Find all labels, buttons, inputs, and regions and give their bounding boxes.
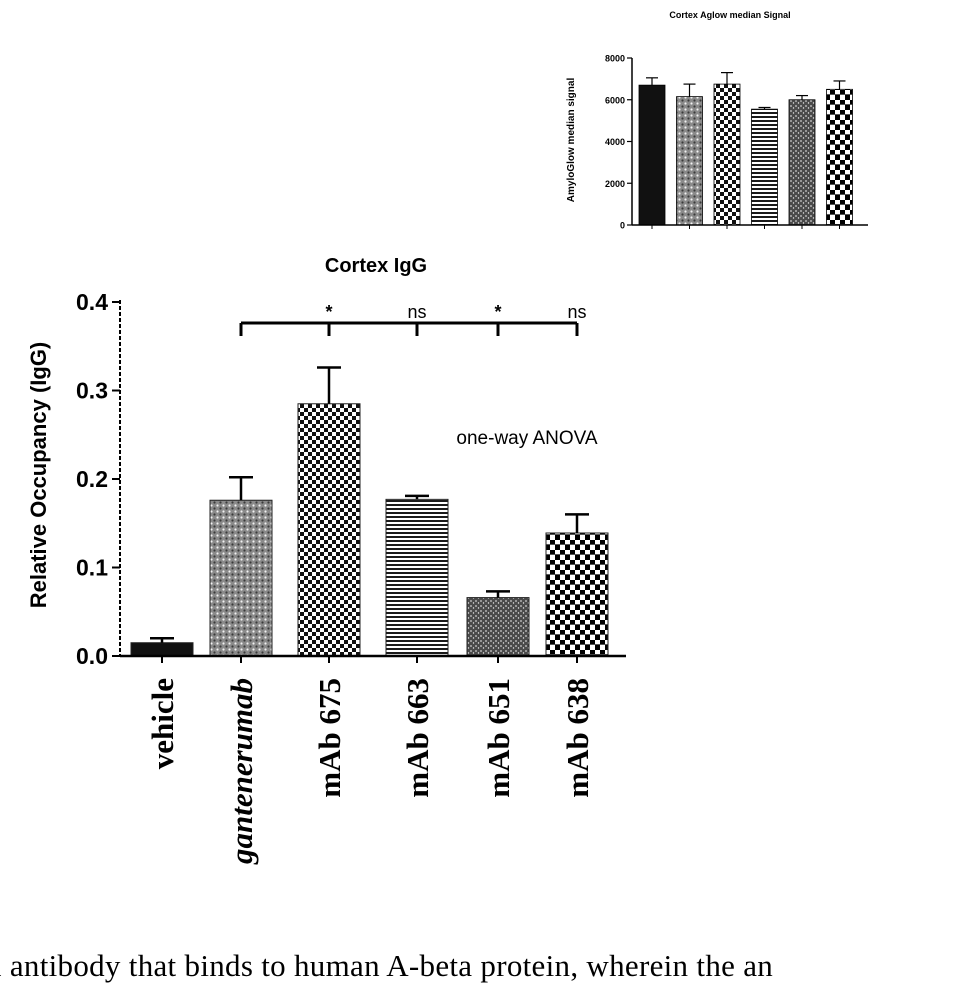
significance-bracket: * ns * ns [239,302,587,336]
sig-label-mab675: * [325,302,332,322]
anova-annotation: one-way ANOVA [456,428,597,449]
x-tick-label-vehicle: vehicle [145,678,180,769]
inset-y-axis: 0 2000 4000 6000 8000 [605,54,632,231]
main-bar-gantenerumab [209,499,273,657]
x-tick-label-mab-663: mAb 663 [400,678,435,798]
main-y-tick-label: 0.3 [76,378,108,404]
inset-y-tick-label: 0 [620,221,625,231]
sig-label-mab663: ns [407,302,426,322]
x-tick-label-mab-675: mAb 675 [312,678,347,798]
main-bars [130,366,609,663]
inset-bar-mab-663 [751,108,778,226]
main-y-axis: 0.0 0.1 0.2 0.3 0.4 [76,289,120,669]
main-bar-mab-663 [385,498,449,657]
inset-title: Cortex Aglow median Signal [669,10,790,20]
inset-bar-gantenerumab [676,96,703,226]
inset-y-tick-label: 6000 [605,95,625,105]
inset-y-tick-label: 2000 [605,179,625,189]
inset-y-tick-label: 4000 [605,137,625,147]
caption-line: n antibody that binds to human A-beta pr… [0,948,774,983]
x-tick-label-mab-651: mAb 651 [481,678,516,798]
inset-y-tick-label: 8000 [605,54,625,64]
inset-bar-mab-638 [826,88,853,226]
inset-bar-mab-651 [788,99,816,226]
sig-label-mab651: * [494,302,501,322]
sig-label-mab638: ns [567,302,586,322]
main-chart: Cortex IgG Relative Occupancy (IgG) one-… [26,255,626,865]
main-title: Cortex IgG [325,255,427,277]
main-y-tick-label: 0.4 [76,289,108,315]
main-y-tick-label: 0.0 [76,643,108,669]
inset-bar-vehicle [638,84,666,226]
inset-y-label: AmyloGlow median signal [566,78,577,203]
inset-bar-mab-675 [713,83,741,226]
inset-bars [638,72,853,229]
figure-canvas: Cortex Aglow median Signal AmyloGlow med… [26,10,868,865]
main-bar-mab-675 [297,403,361,657]
main-y-tick-label: 0.2 [76,466,108,492]
main-bar-vehicle [130,642,194,657]
inset-chart: Cortex Aglow median Signal AmyloGlow med… [566,10,868,231]
main-x-labels: vehicle gantenerumab mAb 675 mAb 663 mAb 651… [145,678,595,865]
main-y-tick-label: 0.1 [76,555,108,581]
main-y-label: Relative Occupancy (IgG) [26,342,51,609]
x-tick-label-mab-638: mAb 638 [560,678,595,798]
x-tick-label-gantenerumab: gantenerumab [224,678,259,865]
main-bar-mab-651 [466,597,530,657]
caption-text: n antibody that binds to human A-beta pr… [0,948,954,990]
main-bar-mab-638 [545,532,609,657]
